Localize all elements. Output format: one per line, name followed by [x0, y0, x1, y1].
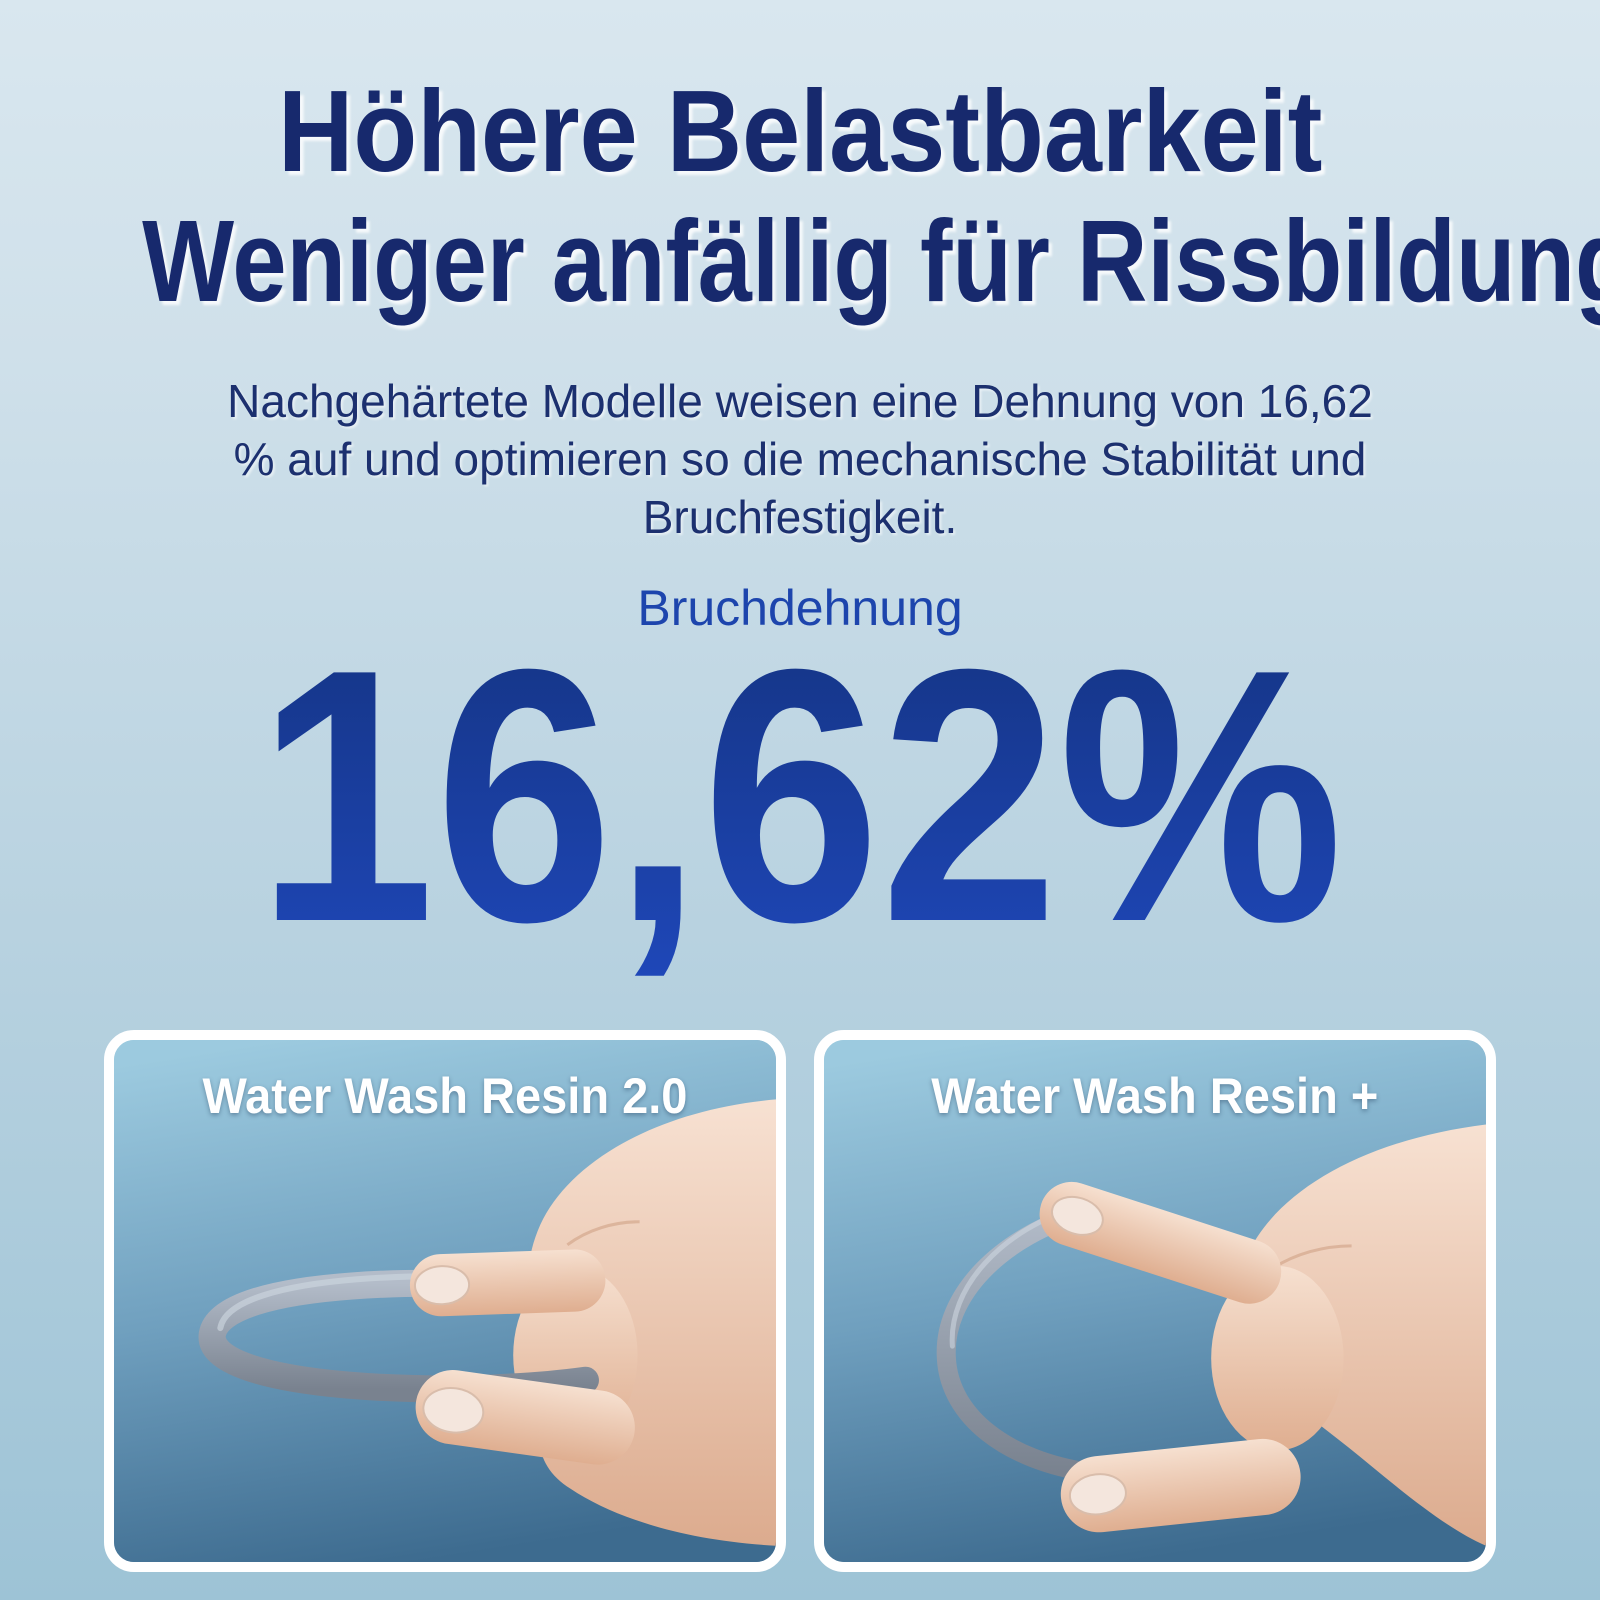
panel-title-left-text: Water Wash Resin 2.0 [202, 1068, 688, 1124]
photo-hand-bending-resin-c [824, 1040, 1486, 1562]
panel-title-right-text: Water Wash Resin + [931, 1068, 1379, 1124]
stat-value: 16,62% [257, 610, 1344, 997]
index-fingernail [413, 1265, 471, 1306]
heading-line-1: Höhere Belastbarkeit [277, 66, 1323, 196]
panel-water-wash-resin-plus: Water Wash Resin + [814, 1030, 1496, 1572]
subtitle-line-1: Nachgehärtete Modelle weisen eine Dehnun… [227, 375, 1373, 427]
subtitle-line-2: % auf und optimieren so die mechanische … [233, 433, 1367, 485]
panel-title-left: Water Wash Resin 2.0 [114, 1068, 776, 1124]
folded-fingers [1211, 1265, 1344, 1451]
thumb [1060, 1438, 1301, 1533]
index-fingernail [1050, 1195, 1104, 1236]
stat-label: Bruchdehnung [637, 580, 963, 636]
panel-water-wash-resin-2-0: Water Wash Resin 2.0 [104, 1030, 786, 1572]
knuckle-crease [566, 1220, 640, 1247]
resin-strip [936, 1202, 1100, 1483]
thumbnail [1068, 1473, 1127, 1516]
photo-hand-bending-resin-u [114, 1040, 776, 1562]
subtitle-text: Nachgehärtete Modelle weisen eine Dehnun… [0, 372, 1600, 546]
thumbnail [422, 1387, 485, 1434]
subtitle-line-3: Bruchfestigkeit. [642, 491, 958, 543]
index-finger [1039, 1181, 1282, 1304]
thumb [415, 1370, 635, 1465]
comparison-panels: Water Wash Resin 2.0 [104, 1030, 1496, 1572]
stat-value-graphic: 16,62% [257, 610, 1344, 997]
page-title: Höhere Belastbarkeit Weniger anfällig fü… [0, 66, 1600, 326]
panel-title-right: Water Wash Resin + [824, 1068, 1486, 1124]
heading-line-2: Weniger anfällig für Rissbildung [142, 196, 1600, 326]
index-finger [409, 1249, 606, 1317]
hand [1234, 1124, 1486, 1546]
